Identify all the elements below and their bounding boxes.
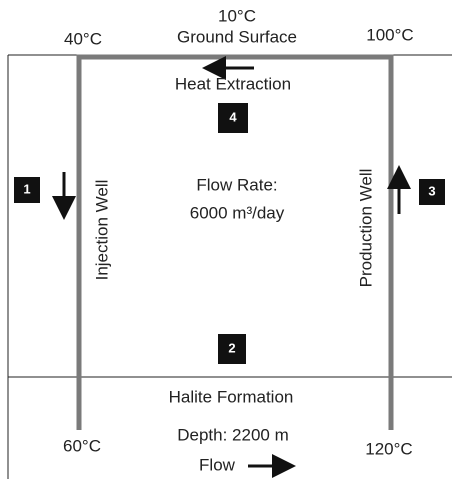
well-loop <box>76 54 394 430</box>
formation-depth: Depth: 2200 m <box>177 425 289 444</box>
heat-extraction: Heat Extraction <box>175 74 291 93</box>
marker-label: 2 <box>228 340 235 355</box>
marker-box <box>218 103 248 133</box>
injection-well: Injection Well <box>92 180 111 281</box>
marker-label: 4 <box>229 109 237 124</box>
surface-label: Ground Surface <box>177 27 297 46</box>
surface-temp: 10°C <box>218 6 256 25</box>
marker-box <box>14 177 40 203</box>
flow-rate-title: Flow Rate: <box>196 175 277 194</box>
marker-box <box>419 179 445 205</box>
marker-box <box>218 334 246 364</box>
marker-label: 1 <box>23 181 30 196</box>
flow-label: Flow <box>199 455 236 474</box>
injection-bottom-temp: 60°C <box>63 436 101 455</box>
injection-top-temp: 40°C <box>64 29 102 48</box>
formation-name: Halite Formation <box>169 387 294 406</box>
production-well: Production Well <box>356 169 375 288</box>
flow-rate-value: 6000 m³/day <box>190 203 285 222</box>
production-top-temp: 100°C <box>366 25 413 44</box>
production-bottom-temp: 120°C <box>365 439 412 458</box>
marker-label: 3 <box>428 183 435 198</box>
